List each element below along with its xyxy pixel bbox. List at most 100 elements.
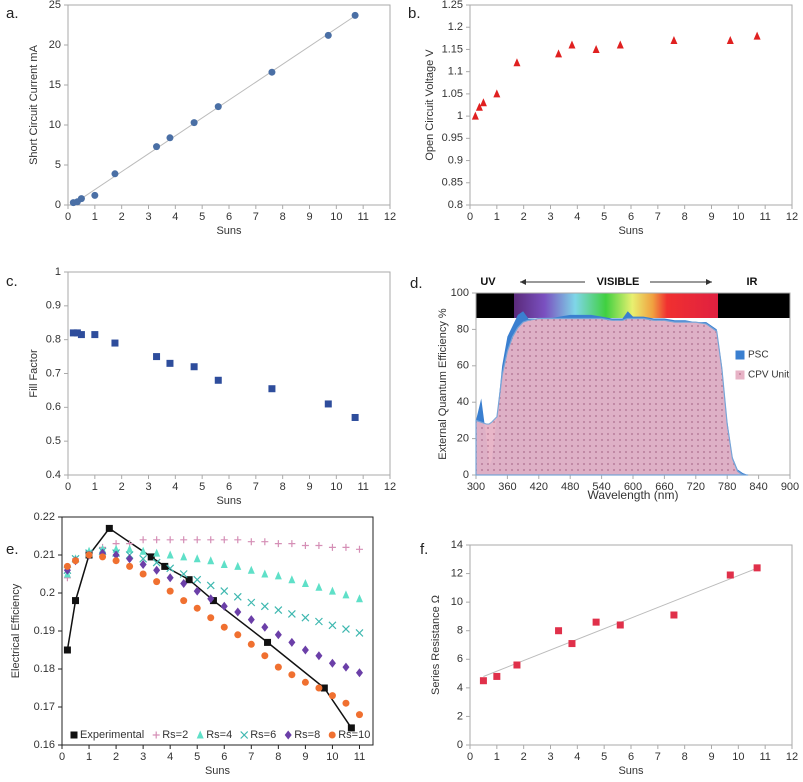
marker — [247, 538, 255, 546]
marker — [753, 31, 761, 40]
marker — [247, 598, 256, 607]
x-tick-label: 2 — [119, 211, 125, 223]
x-tick-label: 5 — [601, 211, 607, 223]
x-tick-label: 5 — [601, 751, 607, 763]
legend-label: Rs=2 — [162, 729, 188, 741]
y-tick-label: 0.22 — [34, 511, 55, 523]
marker — [268, 68, 276, 76]
x-tick-label: 4 — [574, 751, 580, 763]
panel-label: e. — [6, 541, 19, 558]
x-tick-label: 5 — [199, 481, 205, 493]
marker — [324, 31, 332, 39]
legend-swatch — [735, 350, 745, 360]
legend-marker — [196, 730, 204, 739]
trendline — [73, 15, 356, 205]
marker — [355, 545, 363, 553]
y-tick-label: 1.1 — [448, 66, 463, 78]
marker — [193, 604, 201, 612]
marker — [209, 597, 217, 605]
x-tick-label: 10 — [732, 211, 744, 223]
marker — [555, 627, 563, 635]
x-tick-label: 7 — [248, 751, 254, 763]
marker — [342, 590, 350, 599]
y-tick-label: 100 — [451, 287, 469, 299]
marker — [161, 562, 169, 570]
x-tick-label: 8 — [280, 481, 286, 493]
x-tick-label: 2 — [113, 751, 119, 763]
x-axis-label: Wavelength (nm) — [588, 488, 679, 502]
panel-label: b. — [408, 5, 421, 22]
marker — [153, 353, 161, 361]
marker — [112, 550, 120, 560]
marker — [234, 607, 242, 617]
marker — [206, 581, 215, 590]
marker — [63, 562, 71, 570]
marker — [72, 597, 80, 605]
x-tick-label: 540 — [592, 481, 610, 493]
y-tick-label: 5 — [55, 159, 61, 171]
x-tick-label: 10 — [330, 481, 342, 493]
marker — [315, 582, 323, 591]
marker — [190, 119, 198, 127]
y-tick-label: 0.17 — [34, 701, 55, 713]
y-tick-label: 1 — [55, 266, 61, 278]
y-tick-label: 12 — [451, 567, 463, 579]
y-tick-label: 0.4 — [46, 469, 61, 481]
x-axis-label: Suns — [618, 765, 644, 777]
marker — [261, 622, 269, 632]
marker — [568, 640, 576, 648]
marker — [355, 594, 363, 603]
y-tick-label: 2 — [457, 710, 463, 722]
y-tick-label: 0 — [463, 469, 469, 481]
marker — [493, 89, 501, 98]
y-axis-label: Series Resistance Ω — [430, 595, 442, 695]
y-tick-label: 0.95 — [442, 132, 463, 144]
marker — [220, 601, 228, 611]
y-tick-label: 4 — [457, 682, 463, 694]
x-axis-label: Suns — [618, 225, 644, 237]
x-tick-label: 660 — [655, 481, 673, 493]
x-tick-label: 3 — [145, 481, 151, 493]
marker — [214, 103, 222, 111]
x-tick-label: 4 — [167, 751, 173, 763]
marker — [513, 58, 521, 67]
x-tick-label: 0 — [59, 751, 65, 763]
marker — [324, 400, 332, 408]
marker — [355, 628, 364, 637]
marker — [301, 579, 309, 587]
marker — [328, 621, 337, 630]
marker — [347, 724, 355, 732]
marker — [264, 638, 272, 646]
x-tick-label: 300 — [467, 481, 485, 493]
marker — [153, 565, 161, 575]
plot-frame — [61, 516, 374, 746]
marker — [261, 538, 269, 546]
x-tick-label: 360 — [498, 481, 516, 493]
x-tick-label: 1 — [92, 481, 98, 493]
legend-marker — [328, 731, 336, 739]
marker — [351, 413, 359, 421]
marker — [288, 637, 296, 647]
y-tick-label: 0.9 — [448, 154, 463, 166]
marker — [328, 658, 336, 668]
y-tick-label: 0.2 — [40, 587, 55, 599]
marker — [342, 543, 350, 551]
marker — [342, 662, 350, 672]
y-tick-label: 1.15 — [442, 43, 463, 55]
marker — [555, 49, 563, 58]
marker — [616, 40, 624, 49]
y-axis-label: External Quantum Efficiency % — [437, 308, 449, 460]
x-tick-label: 6 — [628, 211, 634, 223]
marker — [726, 571, 734, 579]
y-tick-label: 14 — [451, 539, 463, 551]
x-tick-label: 7 — [655, 751, 661, 763]
x-axis-label: Suns — [216, 225, 242, 237]
chart-panel: f.0 1 2 3 4 5 6 7 8 9 10 11 1202468101214SunsSeries … — [420, 539, 798, 777]
x-tick-label: 6 — [221, 751, 227, 763]
y-tick-label: 0.8 — [448, 199, 463, 211]
y-tick-label: 8 — [457, 625, 463, 637]
y-tick-label: 60 — [457, 360, 469, 372]
marker — [193, 575, 202, 584]
x-tick-label: 7 — [655, 211, 661, 223]
marker — [153, 548, 161, 557]
